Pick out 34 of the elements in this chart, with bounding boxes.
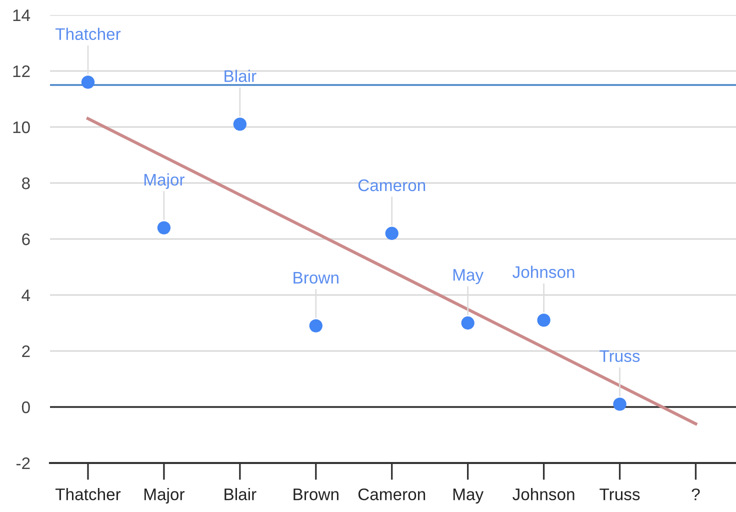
point — [461, 316, 474, 330]
annotation: Brown — [294, 272, 338, 284]
y-tick-label: 10 — [13, 121, 30, 134]
annotation: May — [453, 269, 484, 284]
point — [309, 319, 322, 332]
point — [613, 398, 626, 411]
annotation: Cameron — [358, 179, 426, 192]
x-tick-label: ? — [692, 488, 700, 500]
y-tick-label: 4 — [22, 290, 30, 302]
y-tick-label: 6 — [22, 233, 30, 246]
annotation: Thatcher — [55, 28, 121, 40]
x-tick-label: Brown — [294, 488, 338, 500]
point — [157, 221, 171, 234]
annotation: Major — [144, 173, 185, 189]
y-tick-label: 0 — [22, 401, 30, 414]
x-tick-label: Truss — [600, 488, 640, 500]
annotation: Blair — [224, 70, 256, 82]
x-tick-label: Cameron — [358, 488, 426, 500]
point — [537, 314, 550, 327]
annotation: Johnson — [512, 266, 574, 278]
annotation: Truss — [600, 350, 640, 362]
y-tick-label: 2 — [22, 345, 30, 358]
x-tick-label: Major — [144, 488, 185, 504]
x-tick-label: Blair — [224, 488, 256, 500]
point — [233, 118, 247, 131]
x-tick-label: Johnson — [512, 488, 574, 500]
x-tick-label: Thatcher — [55, 488, 121, 500]
y-tick-label: 12 — [13, 65, 30, 78]
point — [81, 76, 95, 89]
y-tick-label: 8 — [22, 177, 30, 190]
y-tick-label: 14 — [13, 10, 30, 22]
y-tick-label: -2 — [16, 457, 30, 470]
point — [385, 226, 398, 240]
x-tick-label: May — [453, 488, 484, 504]
